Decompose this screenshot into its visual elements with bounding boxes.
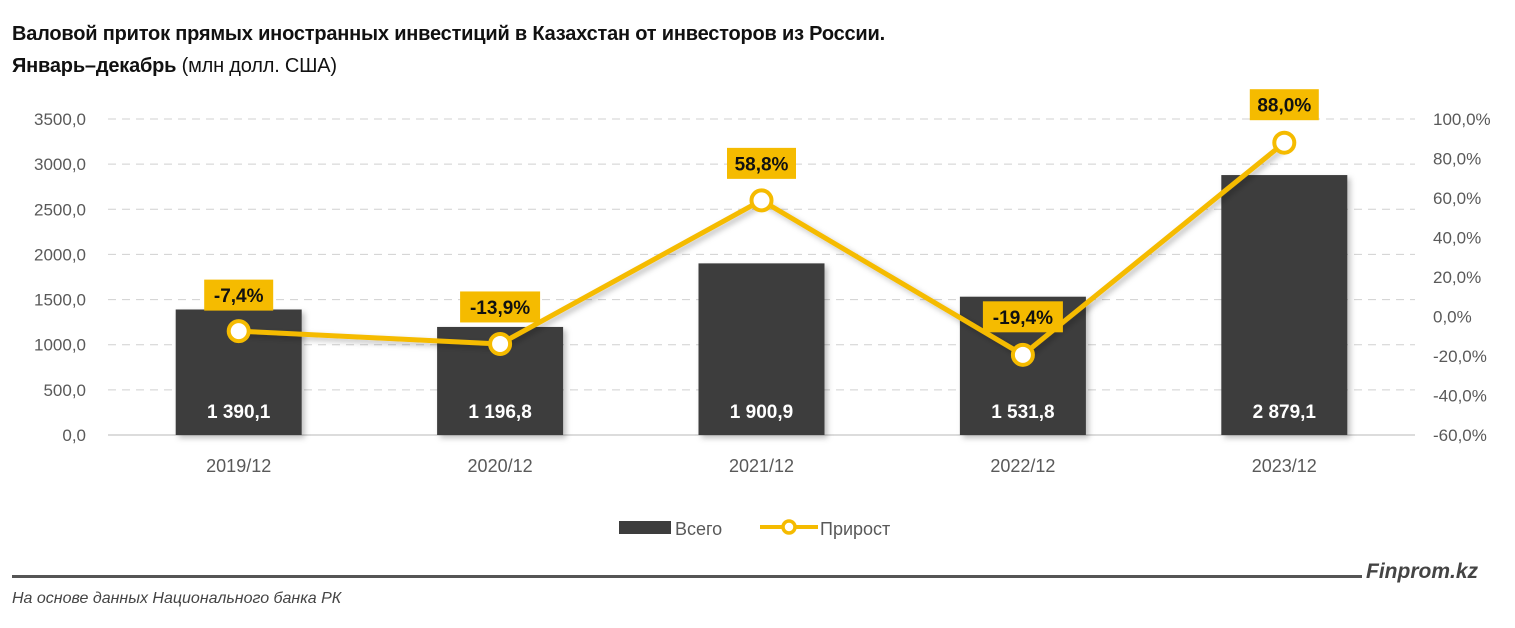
legend-marker-icon (781, 519, 797, 535)
chart-title: Валовой приток прямых иностранных инвест… (12, 18, 885, 82)
right-axis-tick-label: -20,0% (1433, 347, 1487, 366)
left-axis-tick-label: 3500,0 (34, 110, 86, 129)
left-axis-tick-label: 500,0 (43, 381, 86, 400)
line-marker (749, 188, 774, 213)
left-axis-tick-label: 2500,0 (34, 200, 86, 219)
brand-logo: Finprom.kz (1366, 560, 1479, 583)
growth-value-badge (460, 291, 541, 323)
x-axis-category-label: 2021/12 (729, 456, 794, 476)
right-axis-ticks: -60,0% -40,0% -20,0% 0,0% 20,0% 40,0% 60,0% 80,… (1433, 110, 1491, 445)
growth-value-label: -19,4% (993, 308, 1053, 329)
x-axis-category-label: 2019/12 (206, 456, 271, 476)
bar-value-label: 2 879,1 (1253, 402, 1317, 423)
right-axis-tick-label: 100,0% (1433, 110, 1491, 129)
growth-value-label: 58,8% (735, 154, 789, 175)
legend: Всего Прирост (619, 519, 890, 539)
growth-value-badge (1249, 89, 1319, 121)
legend-label-prirost: Прирост (820, 519, 890, 539)
title-units: (млн долл. США) (176, 55, 337, 77)
right-axis-tick-label: 60,0% (1433, 189, 1481, 208)
growth-value-label: 88,0% (1257, 96, 1311, 117)
bar-value-label: 1 900,9 (730, 402, 793, 423)
right-axis-tick-label: 40,0% (1433, 229, 1481, 248)
legend-bar-swatch (619, 521, 671, 534)
line-marker (1272, 130, 1297, 155)
growth-value-label: -7,4% (214, 286, 264, 307)
bar-series-vsego: 1 390,1 1 196,8 1 900,9 1 531,8 2 879,1 (175, 175, 1348, 435)
footer-divider (12, 575, 1362, 578)
x-axis-labels: 2019/12 2020/12 2021/12 2022/12 2023/12 (206, 456, 1317, 476)
growth-value-badge (727, 147, 796, 179)
x-axis-category-label: 2023/12 (1252, 456, 1317, 476)
line-marker (1010, 342, 1035, 367)
left-axis-tick-label: 1000,0 (34, 336, 86, 355)
right-axis-tick-label: 0,0% (1433, 308, 1472, 327)
left-axis-ticks: 0,0 500,0 1000,0 1500,0 2000,0 2500,0 3000,0 35… (34, 110, 86, 445)
right-axis-tick-label: -60,0% (1433, 426, 1487, 445)
right-axis-tick-label: 20,0% (1433, 268, 1481, 287)
left-axis-tick-label: 0,0 (62, 426, 86, 445)
right-axis-tick-label: 80,0% (1433, 150, 1481, 169)
right-axis-tick-label: -40,0% (1433, 387, 1487, 406)
title-line-2: Январь–декабрь (млн долл. США) (12, 50, 885, 82)
bar (1221, 175, 1348, 435)
bar-value-label: 1 196,8 (468, 402, 531, 423)
chart-area: 0,0 500,0 1000,0 1500,0 2000,0 2500,0 3000,0 35… (34, 89, 1491, 539)
growth-value-label: -13,9% (470, 298, 530, 319)
title-line-1: Валовой приток прямых иностранных инвест… (12, 23, 885, 45)
source-note: На основе данных Национального банка РК (12, 590, 342, 607)
line-marker (488, 331, 513, 356)
line-series-prirost: -7,4% -13,9% 58,8% -19,4% 88,0% (204, 89, 1319, 367)
left-axis-tick-label: 3000,0 (34, 155, 86, 174)
title-period: Январь–декабрь (12, 55, 177, 77)
legend-label-vsego: Всего (675, 519, 722, 539)
left-axis-tick-label: 2000,0 (34, 245, 86, 264)
x-axis-category-label: 2020/12 (468, 456, 533, 476)
line-marker (226, 319, 251, 344)
growth-value-badge (982, 301, 1063, 333)
left-axis-tick-label: 1500,0 (34, 291, 86, 310)
bar-value-label: 1 531,8 (991, 402, 1054, 423)
bar-value-label: 1 390,1 (207, 402, 271, 423)
bar (698, 263, 825, 435)
growth-value-badge (204, 279, 274, 311)
x-axis-category-label: 2022/12 (990, 456, 1055, 476)
